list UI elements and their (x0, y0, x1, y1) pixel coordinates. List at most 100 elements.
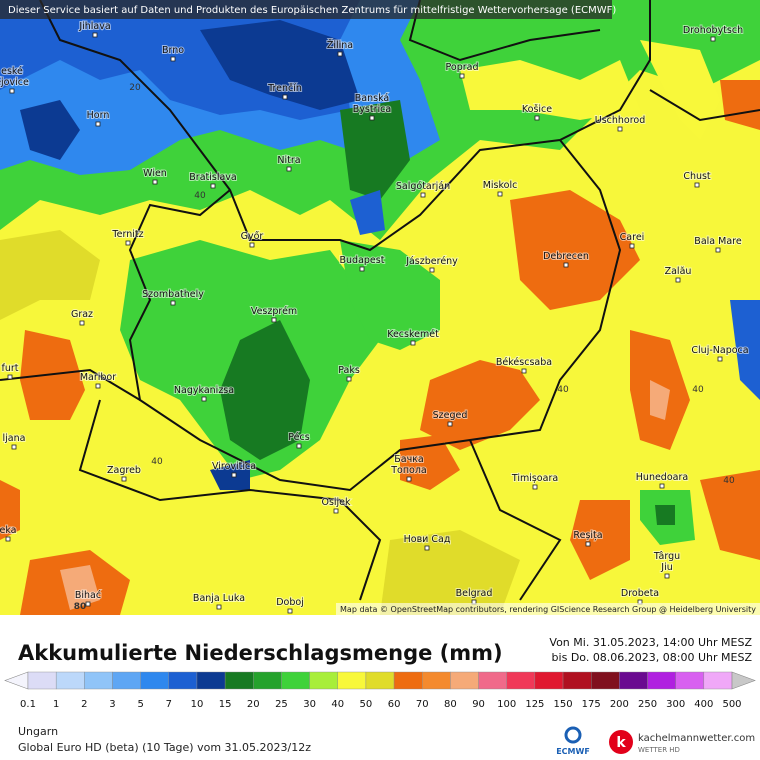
field (350, 190, 385, 235)
city-dot (694, 182, 700, 188)
legend-swatch (422, 671, 451, 690)
city-dot (9, 88, 15, 94)
field (340, 240, 440, 350)
contour-label: 80 (74, 602, 87, 612)
legend-swatch (253, 671, 282, 690)
legend-label: 25 (275, 699, 288, 710)
city-label: Chust (683, 171, 711, 182)
city-dot (11, 444, 17, 450)
city-label: Jászberény (405, 256, 458, 267)
legend-label: 20 (247, 699, 260, 710)
city-label: Osijek (321, 497, 351, 508)
field (650, 380, 670, 420)
city-dot (410, 340, 416, 346)
city-dot (5, 536, 11, 542)
contour-label: 40 (557, 385, 569, 395)
city-label: Banská (355, 93, 389, 104)
attribution-bg (336, 603, 760, 615)
city-dot (271, 317, 277, 323)
city-label: Paks (338, 365, 360, 376)
city-label: Бачка (394, 454, 424, 465)
legend-swatch (55, 671, 85, 690)
field (0, 480, 20, 540)
city-label: Reșița (573, 530, 602, 541)
field (510, 190, 640, 310)
city-dot (152, 179, 158, 185)
city-dot (201, 396, 207, 402)
legend-swatch (309, 671, 338, 690)
city-label: Debrecen (543, 251, 589, 262)
city-label: Wien (143, 168, 167, 179)
city-dot (282, 94, 288, 100)
city-dot (79, 320, 85, 326)
city-dot (210, 183, 216, 189)
map (0, 0, 760, 615)
legend-label: 200 (610, 699, 629, 710)
field (0, 230, 100, 320)
city-dot (534, 115, 540, 121)
city-dot (95, 383, 101, 389)
contour-label: 40 (723, 476, 735, 486)
legend-swatch (675, 671, 705, 690)
brand-icon-letter: k (616, 735, 626, 751)
field (640, 40, 720, 140)
legend-label: 150 (553, 699, 572, 710)
brand-sub: WETTER HD (638, 746, 680, 754)
city-label: Uschhorod (595, 115, 646, 126)
legend-swatch (140, 671, 169, 690)
city-dot (447, 421, 453, 427)
attribution: Map data © OpenStreetMap contributors, r… (340, 605, 756, 614)
city-dot (406, 476, 412, 482)
city-dot (216, 604, 222, 610)
legend-swatch (478, 671, 507, 690)
legend-swatch (506, 671, 536, 690)
city-label: Bihać (75, 590, 101, 601)
city-dot (333, 508, 339, 514)
ecmwf-icon (564, 726, 582, 744)
city-label: ljana (3, 433, 26, 444)
city-dot (346, 376, 352, 382)
city-label: Szombathely (142, 289, 204, 300)
field (655, 505, 675, 525)
legend-swatch (27, 671, 57, 690)
city-label: Нови Сад (404, 534, 451, 545)
city-dot (497, 191, 503, 197)
city-label: Cluj-Napoca (691, 345, 748, 356)
city-dot (85, 601, 91, 607)
city-label: Топола (390, 465, 427, 476)
legend-label: 50 (360, 699, 373, 710)
city-dot (429, 267, 435, 273)
city-label: Budapest (340, 255, 385, 266)
city-label: Zagreb (107, 465, 141, 476)
legend-label: 1 (53, 699, 59, 710)
contour-label: 40 (194, 191, 206, 201)
legend-label: 70 (416, 699, 429, 710)
legend-arrow-left (4, 671, 29, 690)
city-label: ějovice (0, 77, 29, 88)
city-label: Bala Mare (694, 236, 742, 247)
legend-swatch (562, 671, 592, 690)
city-dot (337, 51, 343, 57)
city-label: Szeged (433, 410, 468, 421)
ecmwf-logo: ECMWF (556, 747, 590, 756)
city-layer: Jihlava Brno Žilina Poprad Drohobytsch eskéěj… (0, 20, 750, 614)
city-label: Bystrica (353, 104, 391, 115)
city-label: Bratislava (189, 172, 236, 183)
city-label: Belgrad (456, 588, 493, 599)
legend-label: 15 (219, 699, 232, 710)
city-label: Virovitica (212, 461, 256, 472)
contour-label: 20 (129, 83, 141, 93)
city-dot (286, 166, 292, 172)
city-label: Košice (522, 104, 552, 115)
brand-icon (609, 730, 633, 754)
city-dot (369, 115, 375, 121)
city-dot (287, 608, 293, 614)
legend-label: 5 (137, 699, 143, 710)
borders (0, 0, 760, 601)
city-label: Doboj (276, 597, 304, 608)
city-label: Miskolc (483, 180, 518, 191)
title: Akkumulierte Niederschlagsmenge (mm) (18, 641, 503, 665)
city-label: Drohobytsch (683, 25, 743, 36)
legend-arrow-right (731, 671, 756, 690)
city-dot (125, 240, 131, 246)
